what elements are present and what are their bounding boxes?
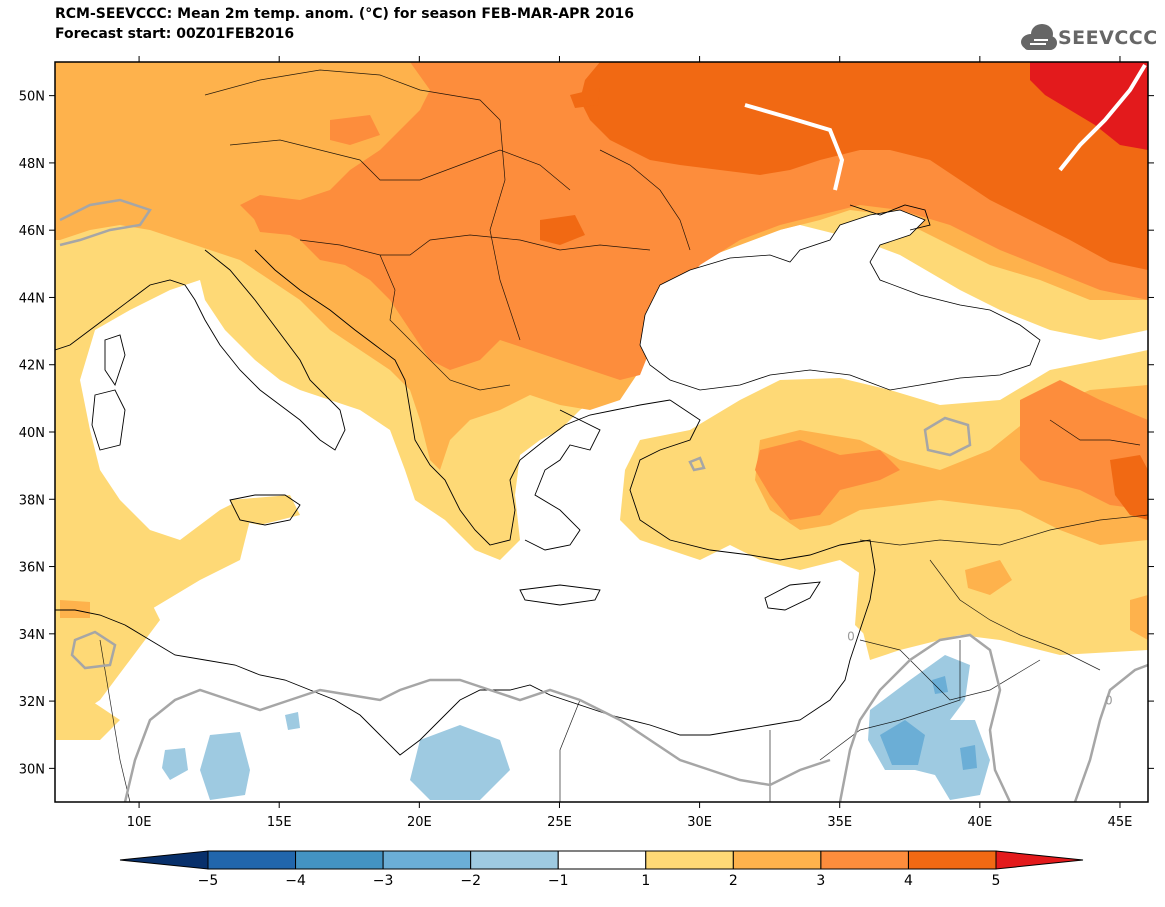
colorbar-label: −1 xyxy=(548,873,569,889)
coastlines xyxy=(55,204,931,756)
lat-tick-label: 42N xyxy=(19,359,45,374)
lon-tick-label: 35E xyxy=(827,815,852,830)
colorbar-label: 1 xyxy=(641,873,650,889)
lat-tick-label: 48N xyxy=(19,157,45,172)
lat-tick-label: 38N xyxy=(19,493,45,508)
latitude-axis: 30N 32N 34N 36N 38N 40N 42N 44N 46N 48N 50N xyxy=(19,90,1154,777)
anomaly-neg-1-2-libya xyxy=(410,725,510,800)
anomaly-1-2-sinai xyxy=(855,560,900,640)
anomaly-shading xyxy=(55,62,1148,802)
colorbar-label: −4 xyxy=(285,873,306,889)
colorbar-bin xyxy=(820,850,909,870)
anomaly-1-2-sw-coast xyxy=(55,530,160,720)
lon-tick-label: 40E xyxy=(967,815,992,830)
anomaly-neg-1-2-algeria xyxy=(162,748,188,780)
colorbar-label: 4 xyxy=(904,873,913,889)
colorbar-label: 3 xyxy=(816,873,825,889)
contour-labels: 00 xyxy=(847,630,1112,708)
forecast-start-label: Forecast start: 00Z01FEB2016 xyxy=(55,26,295,42)
colorbar-bin xyxy=(382,850,472,870)
anomaly-neg-2-3-saudi xyxy=(880,720,925,765)
anomaly-3-4-czechia xyxy=(330,115,380,145)
lon-tick-label: 15E xyxy=(267,815,292,830)
lon-tick-label: 25E xyxy=(547,815,572,830)
lon-tick-label: 45E xyxy=(1108,815,1133,830)
anomaly-4-5-romania xyxy=(540,215,585,245)
colorbar-label: −5 xyxy=(198,873,219,889)
anomaly-over-5-region xyxy=(1030,62,1148,150)
lat-tick-label: 40N xyxy=(19,426,45,441)
lon-tick-label: 20E xyxy=(407,815,432,830)
contour-label: 0 xyxy=(847,630,855,644)
anomaly-3-4-anatolia xyxy=(755,440,900,520)
anomaly-2-3-algeria xyxy=(60,600,90,618)
anomaly-4-5-region xyxy=(580,62,1148,270)
anomaly-2-3-syria xyxy=(965,560,1012,595)
map-title: RCM-SEEVCCC: Mean 2m temp. anom. (°C) fo… xyxy=(55,6,635,22)
anomaly-1-2-sicily xyxy=(230,495,300,525)
sea-of-azov xyxy=(780,225,820,245)
anomaly-neg-1-2-tunisia xyxy=(200,732,250,800)
black-sea xyxy=(639,209,1041,391)
logo-text: SEEVCCC xyxy=(1058,27,1158,49)
anomaly-3-4-n-italy xyxy=(250,205,305,235)
country-borders xyxy=(99,69,1148,802)
anomaly-neg-2-3-jordan xyxy=(932,676,948,694)
zero-contours xyxy=(59,198,1148,802)
colorbar-bin xyxy=(732,850,822,870)
anomaly-2-3-iraq xyxy=(1130,595,1148,640)
anomaly-4-5-iran xyxy=(1110,455,1148,520)
colorbar-bin xyxy=(470,850,559,870)
colorbar-label: 2 xyxy=(729,873,738,889)
lat-tick-label: 50N xyxy=(19,90,45,105)
lat-tick-label: 36N xyxy=(19,561,45,576)
river-volga xyxy=(1058,63,1147,172)
lat-tick-label: 34N xyxy=(19,628,45,643)
colorbar-bin xyxy=(207,850,297,870)
colorbar-min-arrow xyxy=(119,850,209,870)
anomaly-neg-2-3-saudi-east xyxy=(960,745,977,770)
anomaly-4-5-ukraine-spot xyxy=(570,88,600,108)
colorbar: −5 −4 −3 −2 −1 1 2 3 4 5 xyxy=(119,850,1084,889)
lat-tick-label: 30N xyxy=(19,762,45,777)
colorbar-bin xyxy=(645,850,734,870)
colorbar-bin xyxy=(557,850,647,870)
colorbar-bin xyxy=(295,850,384,870)
river-don xyxy=(744,103,845,191)
colorbar-label: 5 xyxy=(992,873,1001,889)
contour-label: 0 xyxy=(1105,693,1113,707)
lon-tick-label: 30E xyxy=(687,815,712,830)
colorbar-label: −3 xyxy=(373,873,394,889)
colorbar-label: −2 xyxy=(460,873,481,889)
lat-tick-label: 46N xyxy=(19,224,45,239)
lon-tick-label: 10E xyxy=(127,815,152,830)
colorbar-bin xyxy=(907,850,997,870)
anomaly-neg-1-2-sicily-channel xyxy=(285,712,300,730)
longitude-axis: 10E 15E 20E 25E 30E 35E 40E 45E xyxy=(127,56,1133,830)
cloud-icon xyxy=(1021,24,1057,50)
lat-tick-label: 32N xyxy=(19,695,45,710)
colorbar-max-arrow xyxy=(995,850,1084,870)
lat-tick-label: 44N xyxy=(19,291,45,306)
